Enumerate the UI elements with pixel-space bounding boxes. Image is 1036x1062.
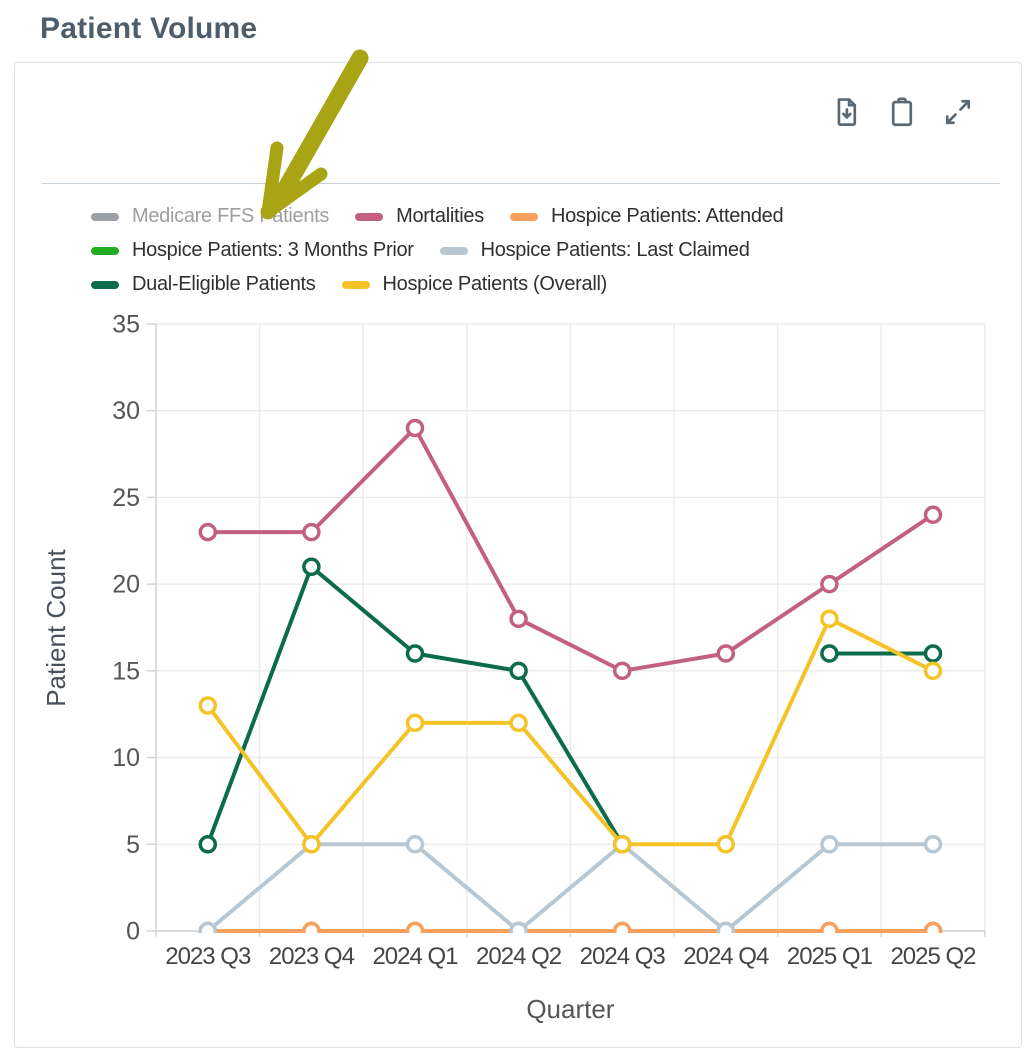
x-tick-label: 2023 Q3 bbox=[165, 943, 251, 970]
legend-item-6[interactable]: Hospice Patients (Overall) bbox=[341, 273, 608, 296]
y-axis-title: Patient Count bbox=[41, 548, 71, 706]
legend-swatch-icon bbox=[341, 280, 370, 289]
y-tick-label: 5 bbox=[126, 831, 140, 859]
x-tick-label: 2023 Q4 bbox=[269, 943, 355, 970]
legend-label: Medicare FFS Patients bbox=[132, 205, 330, 227]
legend-item-0[interactable]: Medicare FFS Patients bbox=[91, 205, 329, 228]
legend-swatch-icon bbox=[355, 212, 384, 221]
y-tick-label: 35 bbox=[112, 311, 140, 339]
legend-swatch-icon bbox=[439, 246, 468, 255]
legend-label: Mortalities bbox=[396, 205, 484, 227]
y-tick-label: 25 bbox=[112, 484, 140, 512]
x-axis-title: Quarter bbox=[526, 994, 614, 1024]
legend-swatch-icon bbox=[91, 246, 119, 255]
y-tick-label: 10 bbox=[112, 744, 140, 772]
patient-volume-chart: 0 5 10 15 20 25 30 35 2023 Q3 2023 Q4 2024 Q1 2024 … bbox=[41, 311, 986, 1024]
x-tick-label: 2024 Q1 bbox=[372, 943, 458, 970]
legend-item-2[interactable]: Hospice Patients: Attended bbox=[509, 205, 784, 228]
x-tick-label: 2024 Q3 bbox=[580, 943, 666, 970]
y-tick-label: 15 bbox=[112, 657, 140, 685]
series-mortalities bbox=[198, 418, 943, 681]
legend-label: Hospice Patients: 3 Months Prior bbox=[132, 239, 414, 261]
legend-item-5[interactable]: Dual-Eligible Patients bbox=[91, 273, 316, 296]
legend-swatch-icon bbox=[509, 212, 538, 221]
x-tick-label: 2025 Q1 bbox=[787, 943, 873, 970]
x-tick-label: 2025 Q2 bbox=[890, 943, 976, 970]
patient-volume-card: Medicare FFS Patients Mortalities Hospice … bbox=[14, 62, 1022, 1048]
y-tick-label: 30 bbox=[112, 397, 140, 425]
legend-label: Hospice Patients (Overall) bbox=[382, 273, 608, 295]
legend-label: Hospice Patients: Last Claimed bbox=[480, 239, 750, 261]
x-tick-label: 2024 Q2 bbox=[476, 943, 562, 970]
legend-label: Hospice Patients: Attended bbox=[550, 205, 784, 227]
legend-item-1[interactable]: Mortalities bbox=[355, 205, 484, 228]
legend-item-4[interactable]: Hospice Patients: Last Claimed bbox=[439, 239, 750, 262]
legend-label: Dual-Eligible Patients bbox=[132, 273, 316, 295]
legend-item-3[interactable]: Hospice Patients: 3 Months Prior bbox=[91, 239, 414, 262]
legend-swatch-icon bbox=[91, 280, 119, 289]
chart-legend: Medicare FFS Patients Mortalities Hospice … bbox=[91, 205, 991, 296]
card-divider bbox=[42, 183, 1000, 184]
chart-toolbar bbox=[829, 95, 975, 129]
download-file-icon[interactable] bbox=[829, 95, 863, 129]
y-tick-label: 20 bbox=[112, 571, 140, 599]
legend-swatch-icon bbox=[91, 212, 119, 221]
x-tick-label: 2024 Q4 bbox=[683, 943, 769, 970]
series-hospice-patients-overall- bbox=[198, 609, 943, 854]
y-tick-label: 0 bbox=[126, 918, 140, 946]
expand-icon[interactable] bbox=[941, 95, 975, 129]
page-title: Patient Volume bbox=[40, 12, 258, 45]
clipboard-icon[interactable] bbox=[885, 95, 919, 129]
